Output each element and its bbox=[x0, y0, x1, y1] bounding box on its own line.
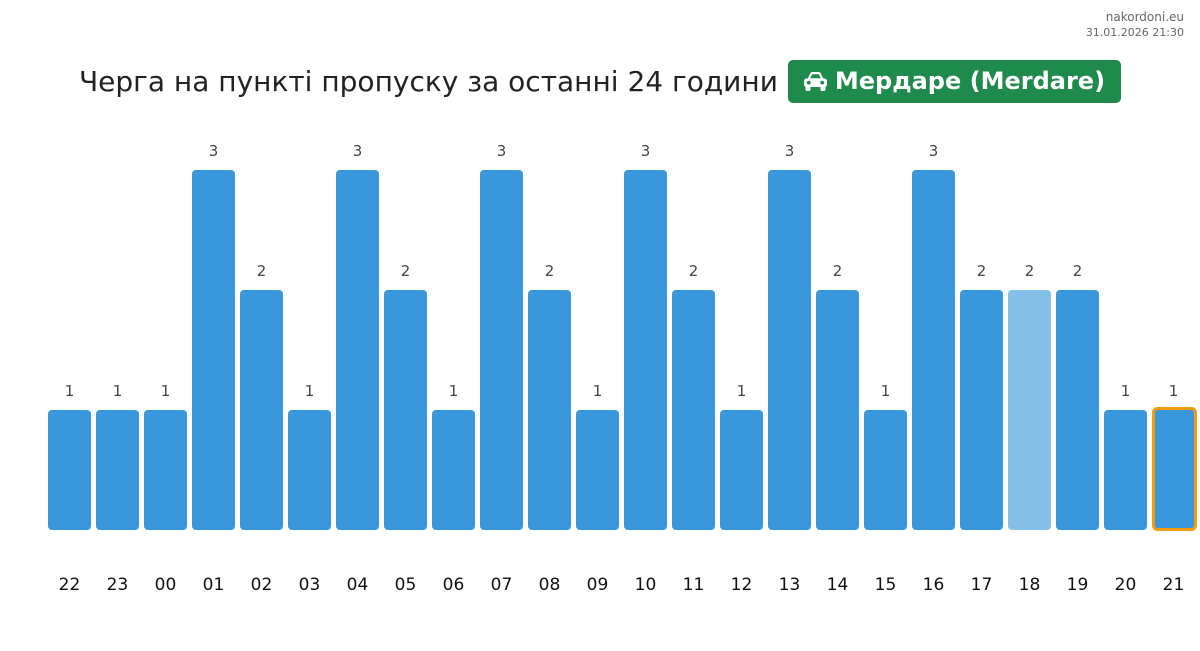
checkpoint-name: Мердаре (Merdare) bbox=[834, 67, 1106, 95]
bar-08[interactable] bbox=[528, 290, 571, 530]
bar-value-label: 1 bbox=[881, 382, 891, 400]
bar-05[interactable] bbox=[384, 290, 427, 530]
x-tick-label: 05 bbox=[395, 575, 417, 595]
bar-12[interactable] bbox=[720, 410, 763, 530]
bar-value-label: 2 bbox=[401, 262, 411, 280]
car-icon bbox=[802, 70, 829, 92]
x-tick-label: 14 bbox=[827, 575, 849, 595]
source-attribution: nakordoni.eu 31.01.2026 21:30 bbox=[1086, 9, 1184, 41]
x-tick-label: 03 bbox=[299, 575, 321, 595]
x-tick-label: 01 bbox=[203, 575, 225, 595]
bar-value-label: 2 bbox=[977, 262, 987, 280]
bar-02[interactable] bbox=[240, 290, 283, 530]
bar-23[interactable] bbox=[96, 410, 139, 530]
bar-11[interactable] bbox=[672, 290, 715, 530]
bar-value-label: 1 bbox=[113, 382, 123, 400]
bar-10[interactable] bbox=[624, 170, 667, 530]
x-tick-label: 18 bbox=[1019, 575, 1041, 595]
bar-value-label: 2 bbox=[833, 262, 843, 280]
x-tick-label: 00 bbox=[155, 575, 177, 595]
bar-14[interactable] bbox=[816, 290, 859, 530]
x-tick-label: 12 bbox=[731, 575, 753, 595]
x-tick-label: 07 bbox=[491, 575, 513, 595]
bar-value-label: 1 bbox=[593, 382, 603, 400]
x-tick-label: 21 bbox=[1163, 575, 1185, 595]
x-tick-label: 06 bbox=[443, 575, 465, 595]
source-timestamp: 31.01.2026 21:30 bbox=[1085, 26, 1184, 39]
bar-value-label: 3 bbox=[641, 142, 651, 160]
bar-value-label: 3 bbox=[209, 142, 219, 160]
source-site: nakordoni.eu bbox=[1105, 10, 1184, 24]
bar-value-label: 2 bbox=[257, 262, 267, 280]
x-tick-label: 02 bbox=[251, 575, 273, 595]
bar-value-label: 1 bbox=[161, 382, 171, 400]
bar-16[interactable] bbox=[912, 170, 955, 530]
x-tick-label: 17 bbox=[971, 575, 993, 595]
bar-06[interactable] bbox=[432, 410, 475, 530]
bar-17[interactable] bbox=[960, 290, 1003, 530]
x-tick-label: 16 bbox=[923, 575, 945, 595]
bar-18[interactable] bbox=[1008, 290, 1051, 530]
bar-value-label: 2 bbox=[1025, 262, 1035, 280]
x-tick-label: 19 bbox=[1067, 575, 1089, 595]
bar-19[interactable] bbox=[1056, 290, 1099, 530]
bar-value-label: 3 bbox=[497, 142, 507, 160]
x-tick-label: 20 bbox=[1115, 575, 1137, 595]
bar-00[interactable] bbox=[144, 410, 187, 530]
bar-21[interactable] bbox=[1152, 407, 1197, 531]
bar-22[interactable] bbox=[48, 410, 91, 530]
x-tick-label: 11 bbox=[683, 575, 705, 595]
x-tick-label: 13 bbox=[779, 575, 801, 595]
bar-value-label: 1 bbox=[1121, 382, 1131, 400]
bar-03[interactable] bbox=[288, 410, 331, 530]
chart-header: Черга на пункті пропуску за останні 24 г… bbox=[0, 59, 1200, 103]
x-tick-label: 15 bbox=[875, 575, 897, 595]
bar-value-label: 2 bbox=[545, 262, 555, 280]
bar-value-label: 1 bbox=[1169, 382, 1179, 400]
checkpoint-badge: Мердаре (Merdare) bbox=[787, 59, 1122, 103]
bar-13[interactable] bbox=[768, 170, 811, 530]
chart-title: Черга на пункті пропуску за останні 24 г… bbox=[78, 64, 778, 98]
bar-value-label: 3 bbox=[929, 142, 939, 160]
bar-value-label: 1 bbox=[305, 382, 315, 400]
x-tick-label: 04 bbox=[347, 575, 369, 595]
x-tick-label: 22 bbox=[59, 575, 81, 595]
x-tick-label: 10 bbox=[635, 575, 657, 595]
bar-value-label: 3 bbox=[353, 142, 363, 160]
x-tick-label: 23 bbox=[107, 575, 129, 595]
x-tick-label: 08 bbox=[539, 575, 561, 595]
bar-value-label: 2 bbox=[1073, 262, 1083, 280]
bar-value-label: 1 bbox=[449, 382, 459, 400]
bar-07[interactable] bbox=[480, 170, 523, 530]
bar-01[interactable] bbox=[192, 170, 235, 530]
bar-09[interactable] bbox=[576, 410, 619, 530]
x-tick-label: 09 bbox=[587, 575, 609, 595]
bar-04[interactable] bbox=[336, 170, 379, 530]
bar-value-label: 3 bbox=[785, 142, 795, 160]
bar-value-label: 2 bbox=[689, 262, 699, 280]
bar-value-label: 1 bbox=[737, 382, 747, 400]
bar-15[interactable] bbox=[864, 410, 907, 530]
bar-20[interactable] bbox=[1104, 410, 1147, 530]
bar-value-label: 1 bbox=[65, 382, 75, 400]
